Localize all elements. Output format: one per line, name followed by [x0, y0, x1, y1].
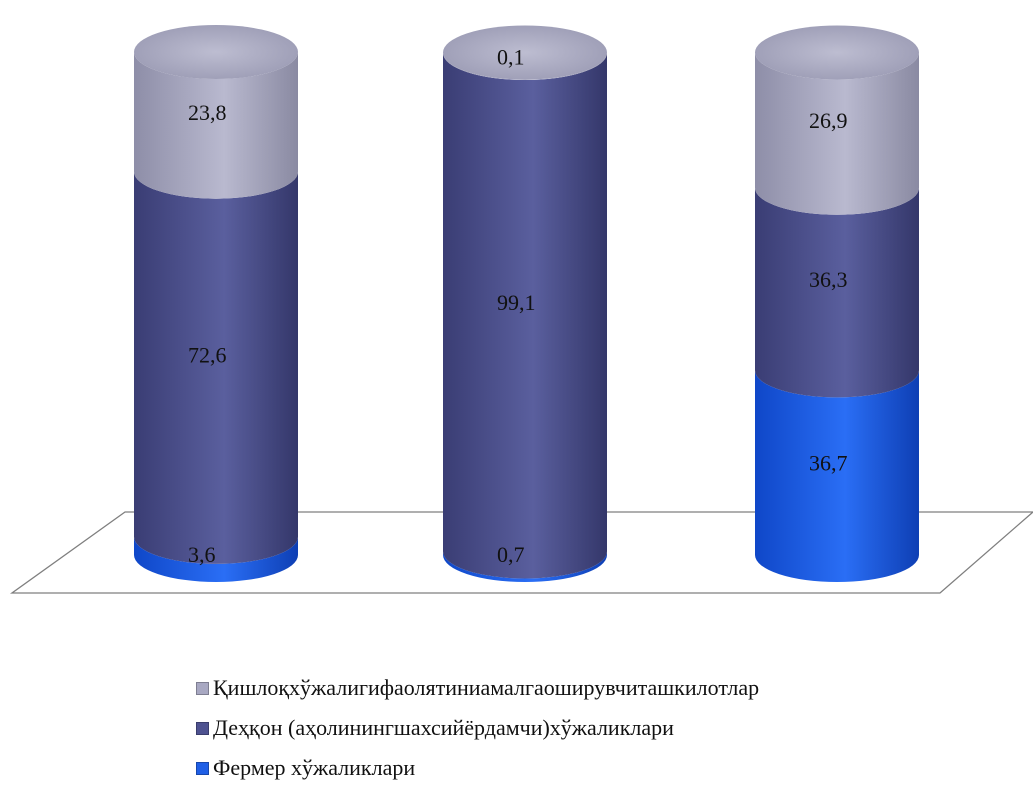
legend-swatch-navy-icon — [196, 721, 209, 735]
bar-top-cap-Сут — [443, 25, 607, 80]
data-label-Гўшт-dehkan: 72,6 — [188, 342, 227, 367]
legend-label: Қишлоқхўжалигифаолятиниамалгаоширувчиташ… — [213, 675, 760, 700]
legend-swatch-grey-icon — [196, 681, 209, 695]
data-label-Тухум-dehkan: 36,3 — [809, 267, 848, 292]
x-axis-tick-labels: Гўшт Сут Тухум — [187, 618, 862, 620]
data-label-Сут-farmer: 0,7 — [497, 542, 525, 567]
legend-label: Деҳқон (аҳолинингшахсийёрдамчи)хўжаликла… — [213, 715, 674, 740]
data-label-Гўшт-organizations: 23,8 — [188, 100, 227, 125]
bar-segment-Гўшт-organizations — [134, 52, 298, 199]
legend-item-dehkan-farms: Деҳқон (аҳолинингшахсийёрдамчи)хўжаликла… — [196, 708, 996, 748]
x-tick-label-Сут: Сут — [504, 618, 539, 620]
bar-segment-Тухум-farmer — [755, 370, 919, 582]
legend-item-farmer-farms: Фермер хўжаликлари — [196, 748, 996, 788]
legend: Қишлоқхўжалигифаолятиниамалгаоширувчиташ… — [196, 668, 996, 788]
data-labels-layer: 3,6 72,6 23,8 0,7 99,1 0,1 36,7 36,3 26,9 — [188, 45, 848, 567]
legend-swatch-blue-icon — [196, 761, 209, 775]
x-tick-label-Гўшт: Гўшт — [187, 618, 238, 620]
bar-segment-Гўшт-dehkan — [134, 171, 298, 564]
legend-item-organizations: Қишлоқхўжалигифаолятиниамалгаоширувчиташ… — [196, 668, 996, 708]
bar-top-cap-Тухум — [755, 25, 919, 80]
data-label-Сут-organizations: 0,1 — [497, 45, 525, 70]
bar-segment-Сут-dehkan — [443, 53, 607, 579]
x-tick-label-Тухум: Тухум — [804, 618, 862, 620]
floor-plane — [9, 511, 1033, 594]
stacked-cylinder-chart: 3,6 72,6 23,8 0,7 99,1 0,1 36,7 36,3 26,9 Гўшт Су… — [9, 25, 1033, 620]
bar-top-cap-Гўшт — [134, 25, 298, 79]
bar-segment-Тухум-organizations — [755, 52, 919, 215]
legend-label: Фермер хўжаликлари — [213, 755, 416, 780]
bar-segment-Гўшт-farmer — [134, 536, 298, 582]
data-label-Тухум-farmer: 36,7 — [809, 451, 848, 476]
bar-segment-Тухум-dehkan — [755, 187, 919, 398]
data-label-Гўшт-farmer: 3,6 — [188, 542, 216, 567]
bars-layer — [134, 25, 919, 582]
data-label-Сут-dehkan: 99,1 — [497, 290, 536, 315]
data-label-Тухум-organizations: 26,9 — [809, 108, 848, 133]
